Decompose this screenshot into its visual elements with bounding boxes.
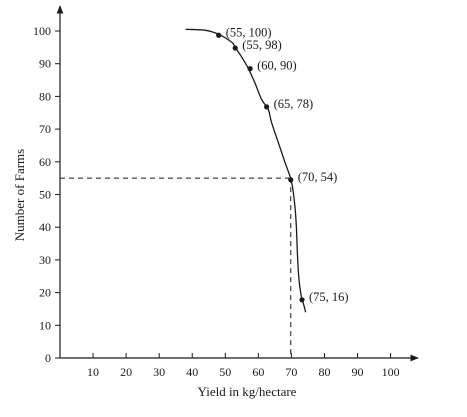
data-point-label: (55, 98) <box>242 38 282 52</box>
x-tick-label: 30 <box>153 365 165 379</box>
data-point-label: (55, 100) <box>226 25 272 39</box>
x-tick-label: 20 <box>120 365 132 379</box>
data-point-label: (60, 90) <box>257 59 297 73</box>
x-tick-label: 70 <box>285 365 297 379</box>
x-tick-label: 50 <box>219 365 231 379</box>
y-tick-label: 100 <box>33 24 51 38</box>
y-tick-label: 90 <box>39 57 51 71</box>
x-tick-label: 10 <box>87 365 99 379</box>
data-point <box>247 66 253 72</box>
y-tick-label: 0 <box>45 351 51 365</box>
y-tick-label: 50 <box>39 188 51 202</box>
x-ticks: 10 20 30 40 50 60 70 80 90 100 <box>87 353 400 379</box>
x-tick-label: 60 <box>252 365 264 379</box>
y-tick-label: 10 <box>39 318 51 332</box>
y-tick-label: 60 <box>39 155 51 169</box>
x-axis-title: Yield in kg/hectare <box>198 384 297 399</box>
x-tick-label: 90 <box>352 365 364 379</box>
reference-lines <box>60 177 292 358</box>
data-point <box>232 45 238 51</box>
axes <box>56 5 419 362</box>
ogive-curve <box>185 28 307 313</box>
data-point <box>299 297 305 303</box>
x-tick-label: 40 <box>186 365 198 379</box>
y-tick-label: 80 <box>39 89 51 103</box>
data-point-label: (65, 78) <box>274 97 314 111</box>
y-tick-label: 70 <box>39 122 51 136</box>
y-tick-label: 20 <box>39 286 51 300</box>
data-point-label: (70, 54) <box>298 170 338 184</box>
data-point-label: (75, 16) <box>309 290 349 304</box>
x-tick-label: 100 <box>382 365 400 379</box>
y-axis-title: Number of Farms <box>12 149 27 241</box>
y-tick-label: 30 <box>39 253 51 267</box>
y-ticks: 0 10 20 30 40 50 60 70 80 90 100 <box>33 24 60 365</box>
data-point <box>216 32 222 38</box>
data-point <box>288 177 294 183</box>
data-points: (55, 100)(55, 98) (60, 90) (65, 78) (70, 54… <box>216 25 349 304</box>
y-tick-label: 40 <box>39 220 51 234</box>
x-tick-label: 80 <box>318 365 330 379</box>
data-point <box>264 104 270 110</box>
